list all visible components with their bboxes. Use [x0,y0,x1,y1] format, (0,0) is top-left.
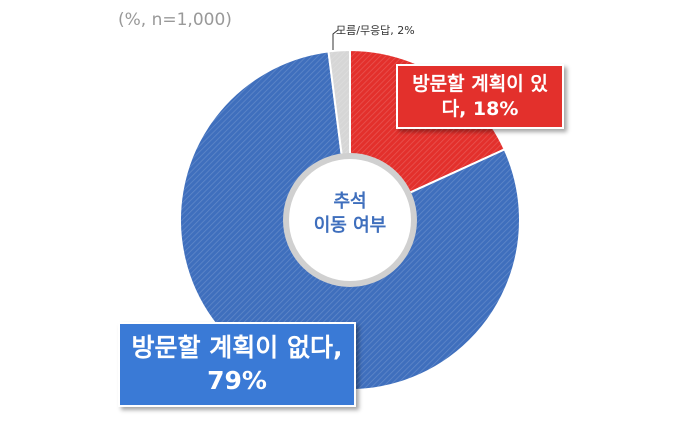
subtitle: (%, n=1,000) [118,10,232,30]
center-line: 추석 [333,191,367,212]
data-label: 방문할 계획이 없다, 79% [118,322,356,407]
leader-line [332,29,339,50]
data-label: 모름/무응답, 2% [336,24,415,37]
center-label: 추석 이동 여부 [290,190,410,239]
data-label: 방문할 계획이 있다, 18% [396,64,564,130]
inner-ring [283,153,417,287]
center-line: 이동 여부 [313,215,387,237]
